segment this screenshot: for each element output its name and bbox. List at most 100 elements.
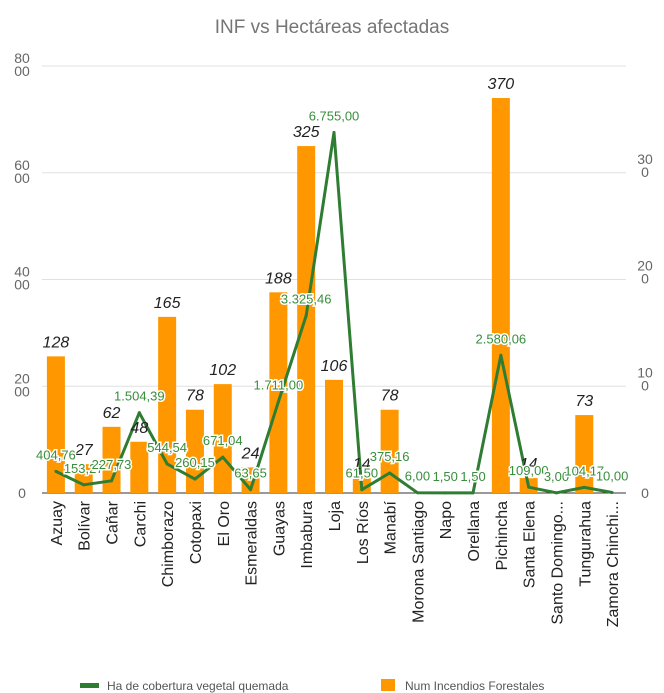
- legend-bar-label: Num Incendios Forestales: [405, 679, 544, 693]
- line-value-label: 3.325,46: [281, 292, 332, 307]
- line-point: [471, 491, 475, 495]
- chart-title: INF vs Hectáreas afectadas: [215, 17, 449, 38]
- right-axis-tick-label: 0: [641, 485, 649, 501]
- line-point: [82, 483, 86, 487]
- category-label: Carchi: [132, 501, 149, 547]
- line-value-label: 3,00: [544, 469, 569, 484]
- bar-value-label: 102: [209, 362, 236, 379]
- category-label: Azuay: [49, 501, 66, 545]
- line-point: [554, 491, 558, 495]
- legend: Ha de cobertura vegetal quemada Num Ince…: [80, 679, 544, 693]
- line-point: [610, 490, 614, 494]
- line-value-label: 260,15: [175, 455, 215, 470]
- bar: [213, 384, 232, 493]
- line-value-label: 1,50: [433, 469, 458, 484]
- left-axis-tick-label: 40 00: [14, 264, 30, 293]
- bar-value-label: 370: [488, 76, 515, 93]
- bar-value-label: 165: [154, 295, 181, 312]
- line-value-label: 375,16: [370, 449, 410, 464]
- bar: [269, 292, 288, 493]
- bar: [325, 379, 343, 493]
- line-point: [527, 485, 531, 489]
- bar: [102, 426, 121, 493]
- line-point: [360, 488, 364, 492]
- left-axis-tick-label: 20 00: [14, 370, 30, 399]
- line-value-label: 10,00: [596, 468, 629, 483]
- line-point: [249, 488, 253, 492]
- line-point: [582, 485, 586, 489]
- category-label: Imbabura: [299, 501, 316, 569]
- line-value-label: 6,00: [405, 469, 430, 484]
- bar: [380, 409, 399, 493]
- bar-value-label: 14: [353, 456, 371, 473]
- left-axis-ticks: 0 20 00 40 00 60 00 80 00: [14, 50, 30, 501]
- bar-value-label: 48: [130, 420, 148, 437]
- line-point: [193, 477, 197, 481]
- line-point: [443, 491, 447, 495]
- bar-value-label: 188: [265, 270, 292, 287]
- bar-value-label: 24: [241, 445, 260, 462]
- bar: [185, 409, 204, 493]
- legend-bar-swatch: [381, 679, 395, 691]
- bar: [575, 415, 594, 493]
- line-point: [221, 455, 225, 459]
- category-label: Santo Domingo...: [549, 501, 566, 625]
- right-axis-tick-label: 30 0: [637, 151, 653, 180]
- line-value-label: 104,17: [564, 463, 604, 478]
- category-label: Napo: [438, 501, 455, 539]
- category-label: Chimborazo: [160, 501, 177, 587]
- line-value-label: 404,76: [36, 447, 76, 462]
- line-value-label: 109,00: [509, 463, 549, 478]
- right-axis-tick-label: 10 0: [637, 364, 653, 393]
- line-point: [332, 130, 336, 134]
- right-axis-ticks: 0 10 0 20 0 30 0: [637, 151, 653, 501]
- category-label: Loja: [327, 501, 344, 531]
- right-axis-tick-label: 20 0: [637, 258, 653, 287]
- line-point: [304, 314, 308, 318]
- line-point: [165, 462, 169, 466]
- line-value-label: 6.755,00: [309, 108, 360, 123]
- line-point: [388, 471, 392, 475]
- line-value-label: 61,50: [346, 466, 379, 481]
- line-value-label: 63,65: [234, 466, 267, 481]
- line-value-label: 2.580,06: [476, 331, 527, 346]
- left-axis-tick-label: 60 00: [14, 157, 30, 186]
- category-label: Zamora Chinchi...: [605, 501, 622, 627]
- bar-value-label: 106: [321, 358, 348, 375]
- left-axis-tick-label: 0: [18, 485, 26, 501]
- line-point: [415, 491, 419, 495]
- bar: [491, 98, 510, 494]
- bar-value-label: 325: [293, 124, 320, 141]
- category-label: Manabí: [383, 500, 400, 554]
- line-value-label: 1.504,39: [114, 389, 165, 404]
- line-value-label: 153,27: [64, 461, 104, 476]
- category-label: Guayas: [271, 501, 288, 556]
- category-label: Cañar: [105, 500, 122, 544]
- bar: [74, 464, 93, 493]
- category-label: Bolívar: [77, 500, 94, 550]
- line-value-label: 227,73: [92, 457, 132, 472]
- bar-value-label: 78: [186, 388, 204, 405]
- left-axis-tick-label: 80 00: [14, 50, 30, 79]
- line-point: [276, 400, 280, 404]
- bar: [46, 356, 65, 493]
- line-value-label: 671,04: [203, 433, 243, 448]
- category-label: Pichincha: [494, 501, 511, 570]
- bar-value-label: 78: [381, 388, 399, 405]
- bar: [130, 441, 149, 493]
- category-label: Esmeraldas: [244, 501, 261, 585]
- category-tick-labels: Azuay Bolívar Cañar Carchi Chimborazo Cotopax…: [49, 500, 622, 627]
- line-point: [137, 411, 141, 415]
- bar-value-label: 128: [43, 334, 70, 351]
- bar-data-labels: 128 27 62 48 165 78 102 24 188 325 106 14 78 370 14 73: [43, 76, 594, 473]
- line-value-label: 544,54: [147, 440, 187, 455]
- legend-line-swatch: [80, 683, 99, 688]
- bar-value-label: 27: [74, 442, 94, 459]
- bar-value-label: 14: [520, 456, 538, 473]
- category-label: El Oro: [216, 501, 233, 546]
- category-label: Santa Elena: [522, 501, 539, 588]
- line-value-label: 1.711,00: [254, 378, 304, 393]
- category-label: Cotopaxi: [188, 501, 205, 564]
